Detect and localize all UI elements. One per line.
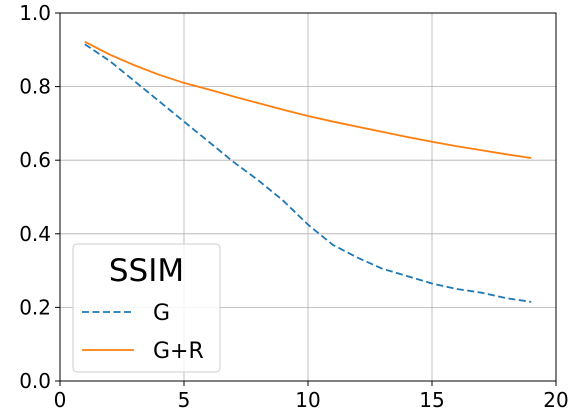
legend-entries: G G+R (82, 301, 204, 364)
x-tick-label: 5 (178, 388, 191, 412)
y-tick-label: 0.8 (19, 75, 51, 99)
legend-label: G+R (153, 339, 204, 364)
legend: SSIM G G+R (72, 243, 221, 373)
x-tick-label: 15 (419, 388, 444, 412)
y-tick-label: 0.0 (19, 369, 51, 393)
legend-title: SSIM (109, 253, 184, 289)
legend-label: G (153, 301, 170, 326)
series-line-g-r (84, 40, 532, 159)
series-line-g (84, 43, 532, 303)
x-tick-label: 10 (295, 388, 320, 412)
y-tick-label: 0.2 (19, 295, 51, 319)
axis-ticks: 0 5 10 15 20 0.0 0.2 0.4 0.6 0.8 1.0 (19, 1, 569, 412)
series-lines (84, 40, 532, 303)
y-tick-label: 0.4 (19, 222, 51, 246)
x-tick-label: 20 (543, 388, 568, 412)
y-tick-label: 0.6 (19, 148, 51, 172)
y-tick-label: 1.0 (19, 1, 51, 25)
x-tick-label: 0 (54, 388, 67, 412)
legend-box (72, 243, 221, 373)
